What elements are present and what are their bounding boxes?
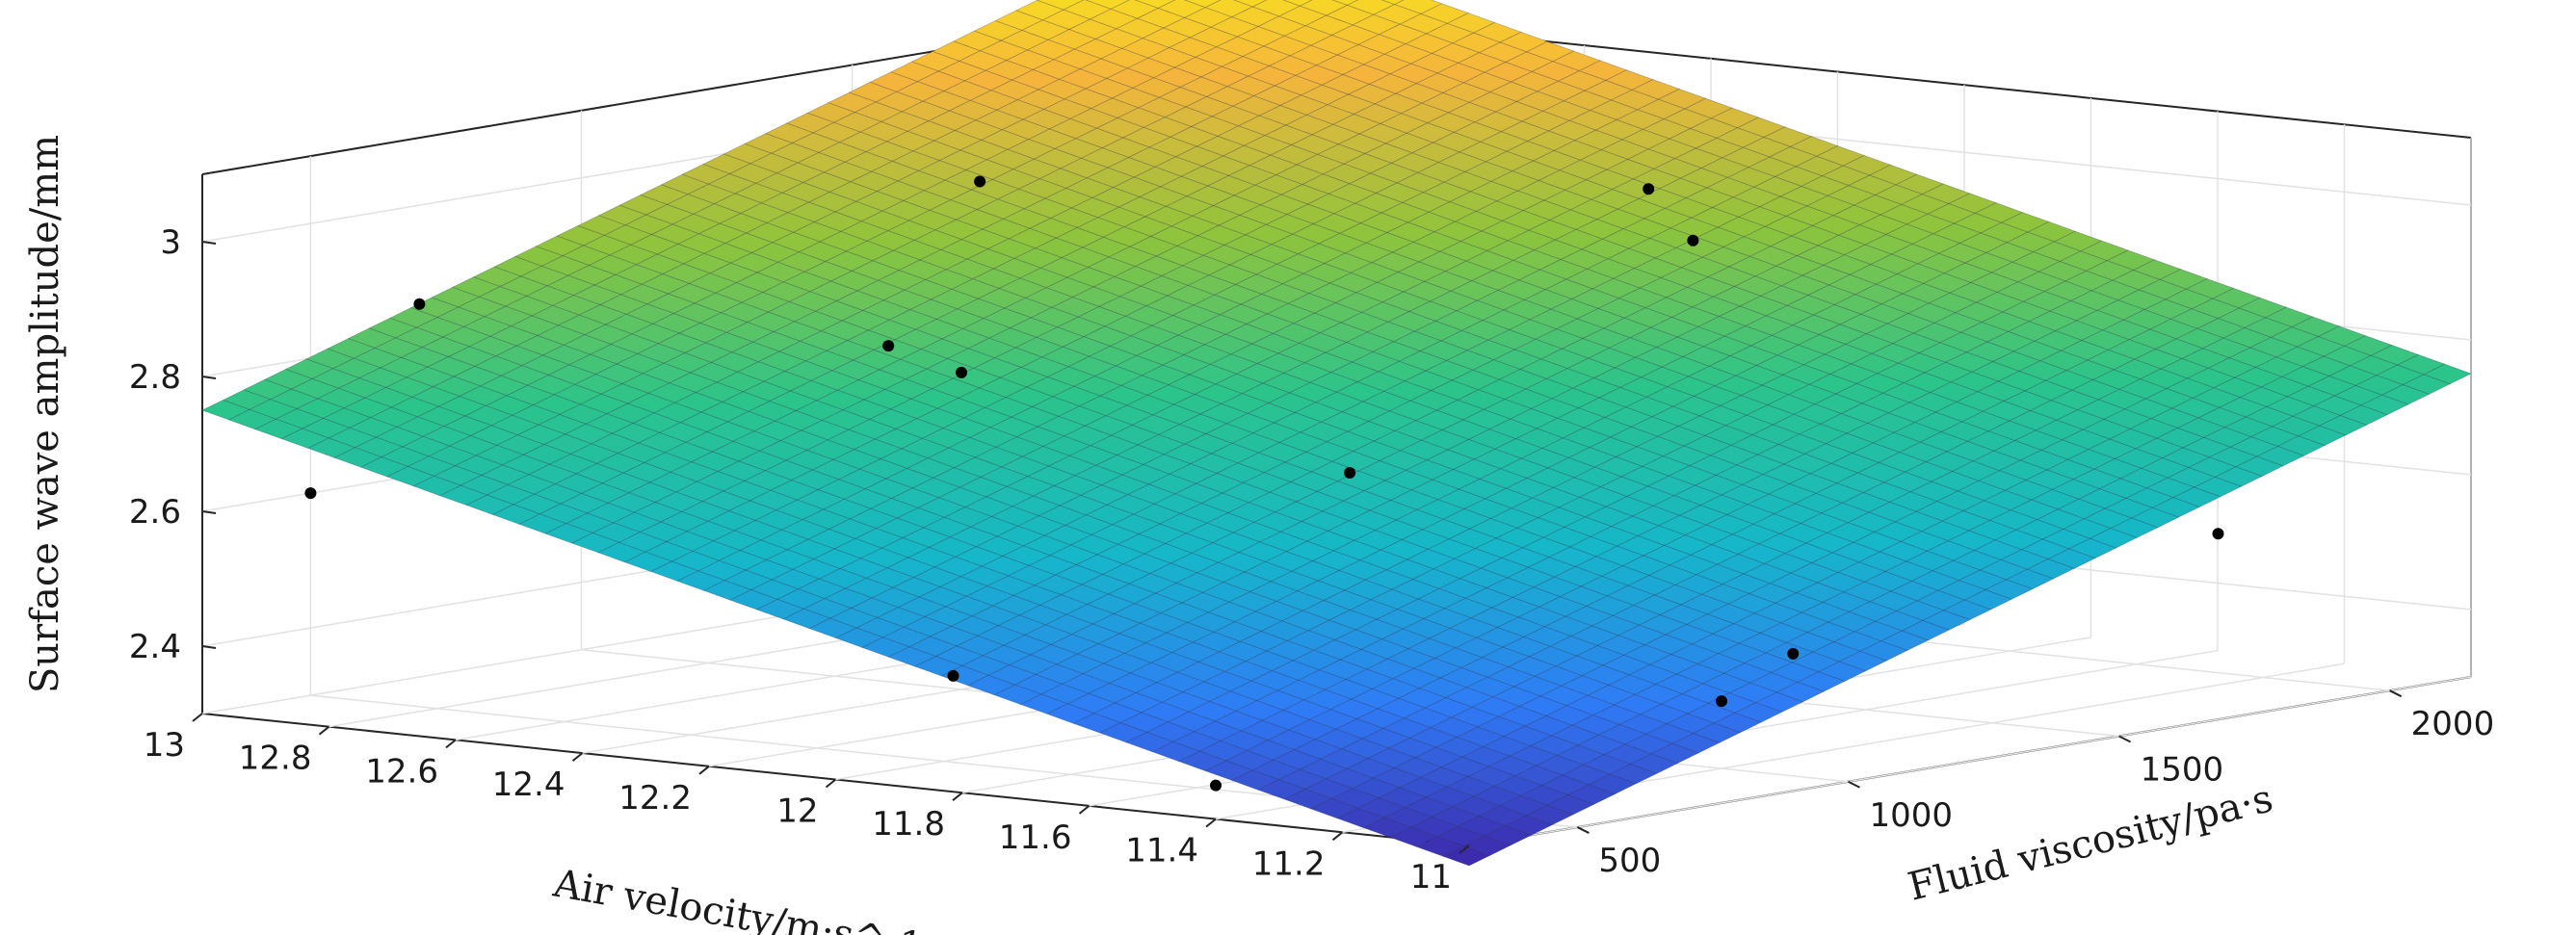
x-tick-label: 11.8 — [872, 805, 945, 844]
surface-patch — [1299, 0, 1349, 16]
x-tick-label: 11.4 — [1125, 832, 1198, 870]
y-tick-label: 1500 — [2141, 750, 2224, 789]
x-tick-label: 12.4 — [492, 766, 565, 804]
data-point — [882, 340, 895, 352]
x-tick — [445, 739, 457, 749]
data-point — [413, 298, 426, 310]
x-tick-label: 12 — [776, 792, 818, 831]
z-tick — [201, 645, 217, 649]
y-tick — [2389, 689, 2403, 698]
data-point — [2212, 528, 2224, 540]
x-tick — [318, 725, 330, 736]
data-point — [1643, 183, 1655, 195]
x-tick — [1459, 844, 1470, 854]
x-tick — [698, 766, 710, 775]
data-point — [1344, 467, 1356, 479]
surface-patch — [1233, 0, 1268, 8]
x-tick-label: 11.6 — [999, 818, 1072, 857]
y-axis-label: Fluid viscosity/pa·s — [1904, 776, 2277, 909]
x-axis-label: Air velocity/m·s^-1 — [549, 861, 926, 935]
surface-patch — [1110, 0, 1160, 19]
surface-patch — [1204, 0, 1254, 17]
z-tick-label: 2.4 — [129, 628, 181, 666]
x-tick — [952, 792, 963, 801]
x-tick — [1331, 831, 1344, 842]
x-tick-label: 11.2 — [1252, 844, 1326, 883]
surface-patch — [1346, 0, 1396, 15]
tick-labels: 2.4 2.6 2.8 3 11 11.2 11.4 11.6 11.8 12 12.2 12.4 12… — [129, 223, 2494, 896]
data-point — [974, 175, 986, 188]
x-tick-label: 12.2 — [618, 779, 692, 818]
surface-patch — [1282, 0, 1313, 7]
z-tick-label: 3 — [160, 223, 181, 262]
x-tick — [1205, 818, 1217, 828]
data-point — [1687, 234, 1699, 247]
x-tick-label: 12.8 — [239, 740, 312, 778]
data-point — [1716, 695, 1727, 708]
y-tick — [1576, 826, 1590, 834]
data-points — [304, 175, 2224, 792]
surface-mesh — [200, 0, 2473, 867]
x-tick — [571, 752, 584, 762]
data-point — [1210, 779, 1222, 792]
data-point — [956, 366, 967, 378]
z-axis-label: Surface wave amplitude/mm — [23, 135, 67, 693]
x-tick-label: 13 — [144, 726, 185, 765]
surface-patch — [1036, 0, 1085, 11]
surface-patch — [1331, 0, 1359, 6]
data-point — [1787, 647, 1800, 660]
surface-patch — [1251, 0, 1301, 17]
data-point — [947, 669, 959, 682]
surface-patch — [1085, 0, 1130, 10]
z-tick — [201, 510, 217, 514]
z-tick — [201, 241, 217, 245]
surface-patch — [1183, 0, 1222, 9]
y-tick — [1848, 780, 1860, 789]
z-tick-label: 2.8 — [129, 358, 181, 397]
data-point — [304, 487, 317, 500]
surface-patch — [1393, 0, 1443, 14]
y-tick — [2118, 735, 2132, 743]
x-tick-label: 11 — [1410, 858, 1452, 896]
x-tick-label: 12.6 — [365, 752, 438, 791]
x-tick — [1078, 805, 1091, 815]
surface-patch — [1063, 0, 1113, 20]
y-tick-label: 500 — [1598, 842, 1661, 880]
z-tick-label: 2.6 — [129, 493, 181, 532]
z-tick — [201, 376, 217, 379]
grid-line — [1468, 676, 2472, 846]
x-tick — [825, 778, 837, 789]
surface-patch — [1157, 0, 1207, 18]
y-tick-label: 1000 — [1870, 796, 1954, 835]
surface-patch — [1380, 0, 1405, 5]
y-tick-label: 2000 — [2411, 705, 2495, 743]
x-tick — [192, 713, 203, 722]
surface-patch — [1134, 0, 1176, 9]
